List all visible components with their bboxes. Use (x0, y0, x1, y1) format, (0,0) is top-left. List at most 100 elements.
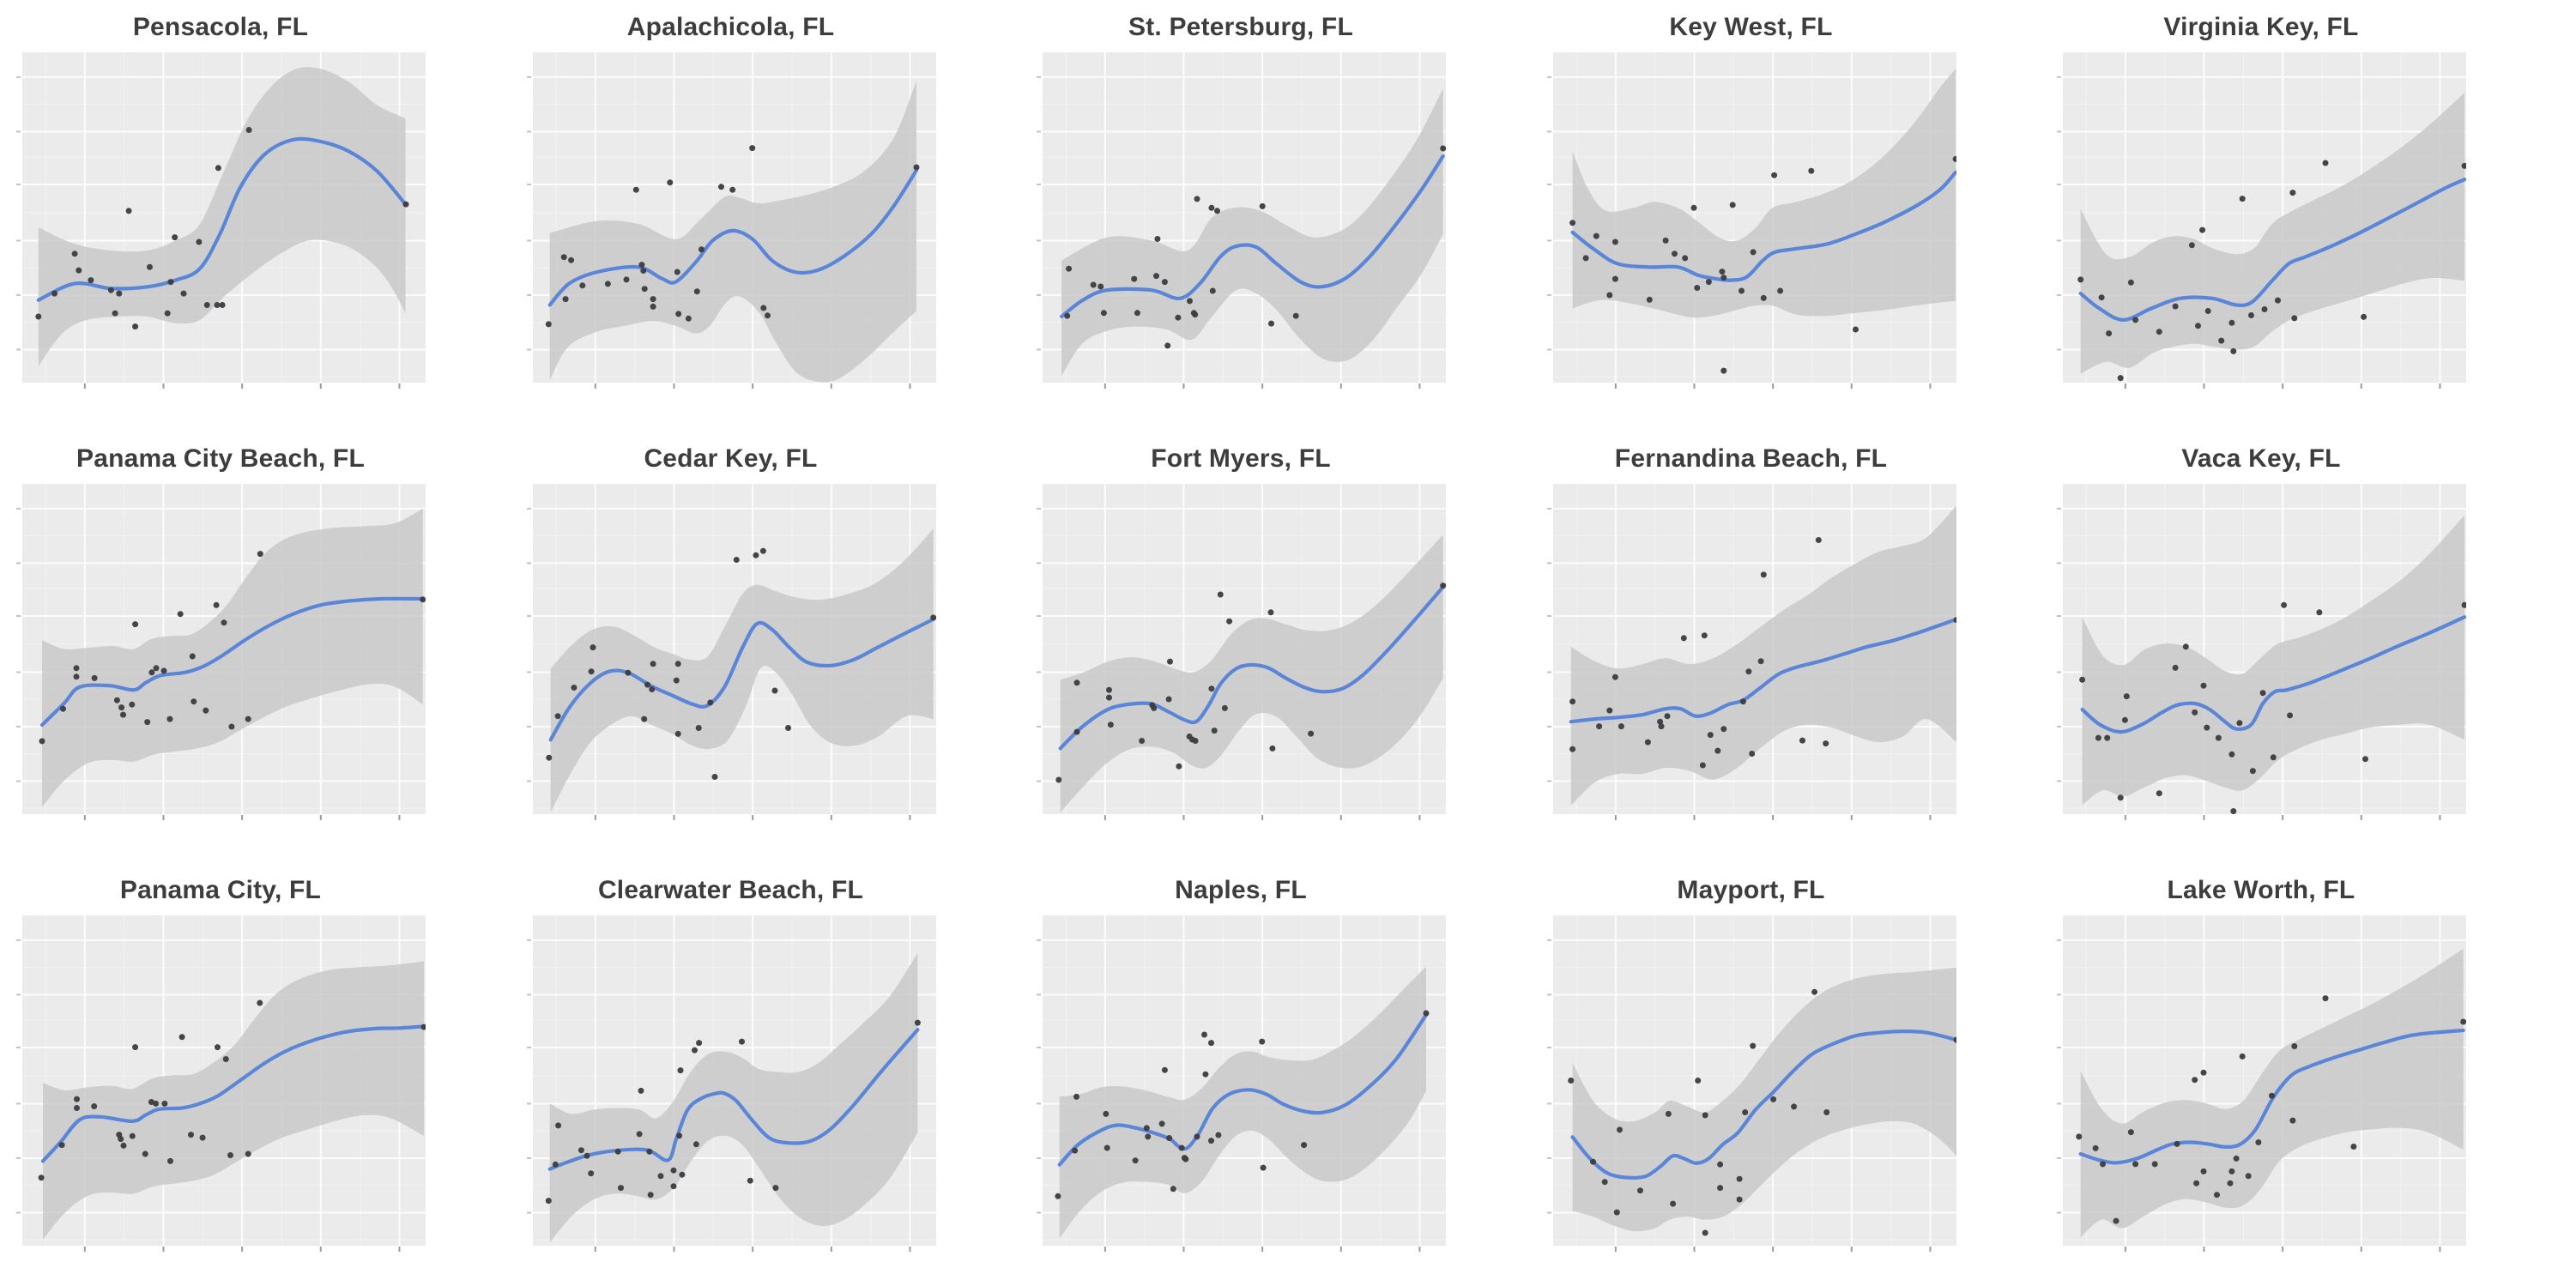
axis-ticks (1546, 507, 1931, 820)
axis-ticks (16, 939, 401, 1252)
subplot-cell: Panama City Beach, FL (15, 440, 426, 830)
subplot-title: Panama City Beach, FL (76, 444, 365, 473)
subplot-panel: Lake Worth, FL (2056, 872, 2466, 1253)
confidence-band (1572, 68, 1956, 318)
subplot-cell: St. Petersburg, FL (1036, 9, 1446, 399)
scatter-points (39, 551, 426, 745)
subplot-title: Pensacola, FL (132, 13, 309, 41)
subplot-title: Lake Worth, FL (2167, 876, 2355, 904)
subplot-cell: Cedar Key, FL (526, 440, 936, 830)
subplot-panel: Key West, FL (1546, 9, 1956, 389)
subplot-chart (16, 484, 426, 820)
subplot-title: Apalachicola, FL (626, 13, 835, 41)
subplot-chart (2057, 484, 2466, 820)
confidence-band (1059, 966, 1426, 1239)
trend-line (1570, 170, 1956, 282)
subplot-chart (1037, 52, 1446, 389)
trend-line (40, 1024, 426, 1163)
subplot-cell: Pensacola, FL (15, 9, 426, 399)
trend-line (1058, 585, 1445, 751)
trend-line (36, 136, 408, 302)
axis-ticks (526, 939, 910, 1252)
subplot-cell: Clearwater Beach, FL (526, 872, 936, 1262)
subplot-chart (526, 52, 936, 389)
scatter-points (1569, 537, 1956, 769)
scatter-points (2079, 601, 2466, 814)
subplot-panel: Vaca Key, FL (2056, 440, 2466, 821)
subplot-title: Mayport, FL (1677, 876, 1825, 904)
axis-ticks (2057, 939, 2441, 1252)
subplot-cell: Vaca Key, FL (2056, 440, 2466, 830)
scatter-points (1567, 988, 1956, 1236)
subplot-panel: Panama City, FL (15, 872, 426, 1253)
trend-line (1057, 1012, 1429, 1167)
axis-ticks (1546, 939, 1931, 1252)
subplot-panel: Panama City Beach, FL (15, 440, 426, 821)
axis-ticks (1037, 507, 1421, 820)
subplot-cell: Panama City, FL (15, 872, 426, 1262)
axis-ticks (16, 507, 401, 820)
subplot-chart (16, 915, 426, 1252)
scatter-points (545, 547, 936, 780)
trend-line (2078, 178, 2466, 323)
scatter-points (545, 1019, 921, 1205)
subplot-cell: Virginia Key, FL (2056, 9, 2466, 399)
subplot-cell: Key West, FL (1546, 9, 1956, 399)
subplot-panel: Fernandina Beach, FL (1546, 440, 1956, 821)
subplot-panel: Fort Myers, FL (1036, 440, 1446, 821)
confidence-band (550, 528, 934, 813)
scatter-points (35, 127, 409, 330)
axis-ticks (1546, 75, 1931, 389)
trend-line (547, 168, 918, 307)
axis-ticks (526, 75, 910, 389)
axis-ticks (2057, 75, 2441, 389)
scatter-points (38, 999, 426, 1181)
confidence-band (2080, 93, 2465, 374)
axis-ticks (526, 507, 910, 820)
scatter-points (2076, 995, 2466, 1224)
subplot-chart (526, 484, 936, 820)
trend-line (548, 617, 935, 742)
subplot-title: Fort Myers, FL (1151, 444, 1331, 473)
axis-ticks (1037, 75, 1421, 389)
subplot-cell: Lake Worth, FL (2056, 872, 2466, 1262)
subplot-chart (1037, 915, 1446, 1252)
scatter-points (1055, 1010, 1430, 1199)
subplot-title: Key West, FL (1669, 13, 1833, 41)
confidence-band (1061, 88, 1443, 377)
subplot-title: Cedar Key, FL (644, 444, 818, 473)
axis-ticks (1037, 939, 1421, 1252)
subplot-chart (2057, 52, 2466, 389)
subplot-chart (526, 915, 936, 1252)
subplot-chart (1037, 484, 1446, 820)
subplot-cell: Mayport, FL (1546, 872, 1956, 1262)
subplot-title: St. Petersburg, FL (1128, 13, 1353, 41)
subplot-panel: Naples, FL (1036, 872, 1446, 1253)
subplot-title: Panama City, FL (119, 876, 322, 904)
scatter-points (1569, 155, 1956, 374)
confidence-band (2082, 515, 2465, 806)
confidence-band (1570, 505, 1956, 806)
subplot-chart (1546, 915, 1956, 1252)
confidence-band (1060, 534, 1443, 813)
subplot-title: Fernandina Beach, FL (1614, 444, 1888, 473)
subplot-panel: Cedar Key, FL (526, 440, 936, 821)
trend-line (2080, 615, 2466, 734)
confidence-band (43, 961, 425, 1241)
subplot-panel: Clearwater Beach, FL (526, 872, 936, 1253)
confidence-band (42, 508, 423, 807)
subplot-title: Virginia Key, FL (2163, 13, 2359, 41)
axis-ticks (16, 75, 401, 389)
trend-line (2078, 1028, 2465, 1165)
subplot-panel: Pensacola, FL (15, 9, 426, 389)
subplot-chart (1546, 484, 1956, 820)
subplot-cell: Naples, FL (1036, 872, 1446, 1262)
scatter-points (2077, 160, 2466, 382)
trend-line (1060, 154, 1445, 319)
subplot-panel: St. Petersburg, FL (1036, 9, 1446, 389)
subplot-title: Vaca Key, FL (2181, 444, 2341, 473)
subplot-panel: Virginia Key, FL (2056, 9, 2466, 389)
subplot-chart (2057, 915, 2466, 1252)
trend-line (1570, 1029, 1956, 1180)
